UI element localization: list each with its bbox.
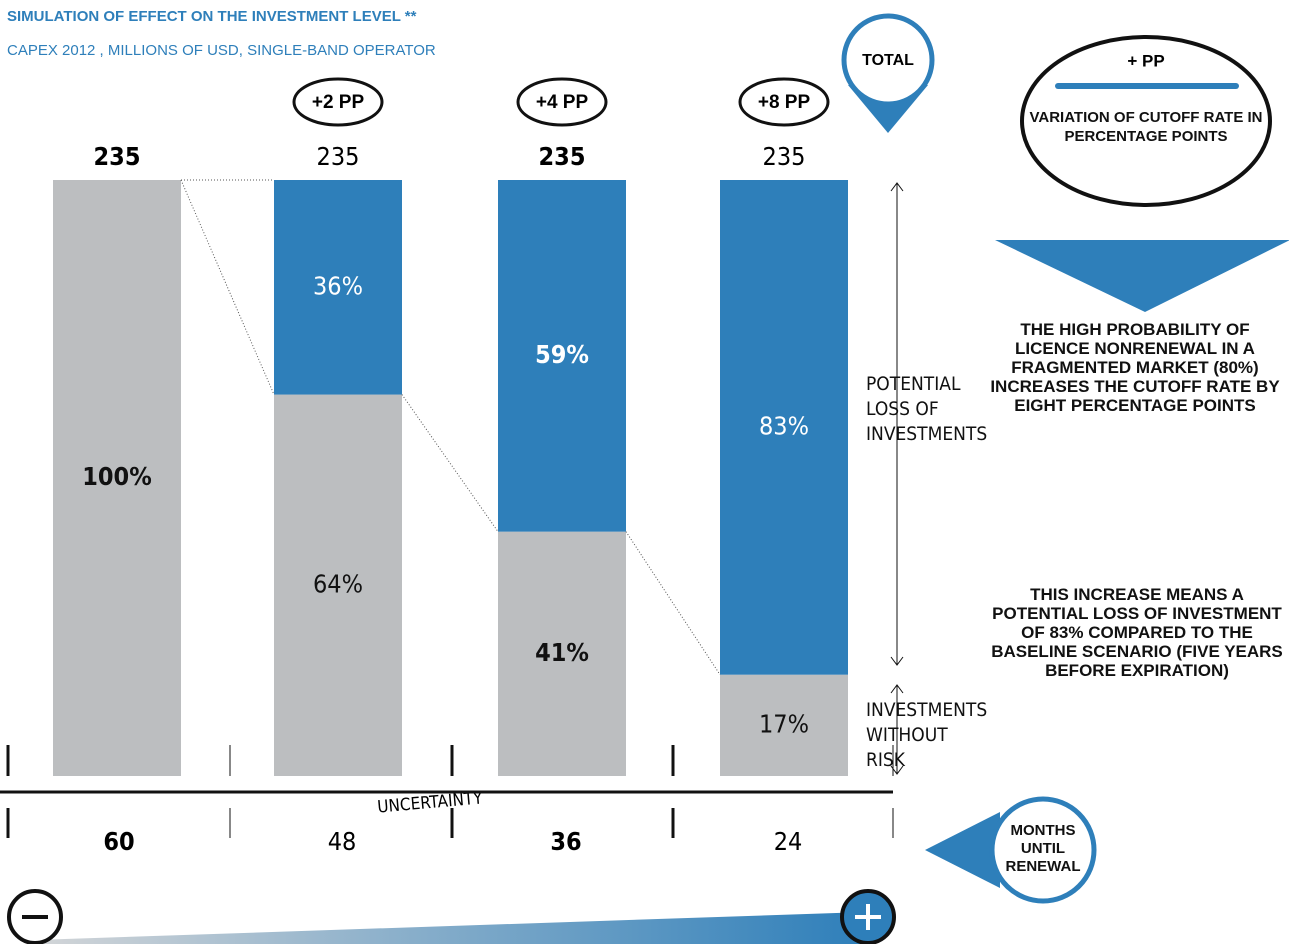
connector — [401, 394, 499, 532]
arrow-head — [890, 656, 904, 666]
value-label: 36% — [313, 271, 363, 300]
connector — [625, 531, 721, 675]
total-label: 235 — [763, 142, 806, 171]
bar-segment — [720, 180, 848, 675]
arrow-head — [890, 182, 904, 192]
total-label: TOTAL — [862, 52, 914, 69]
pp-description: VARIATION OF CUTOFF RATE IN PERCENTAGE P… — [1029, 109, 1263, 145]
months-pin — [989, 796, 1097, 904]
connector — [180, 179, 275, 395]
cutoff-ellipse — [738, 77, 830, 127]
chart-title: SIMULATION OF EFFECT ON THE INVESTMENT L… — [7, 8, 417, 25]
bar-segment — [53, 180, 181, 776]
value-label: 59% — [535, 340, 589, 369]
note: THE HIGH PROBABILITY OF LICENCE NONRENEW… — [990, 320, 1280, 415]
bar-segment — [274, 180, 402, 395]
pin-tip — [925, 812, 1000, 888]
cutoff-label: +2 PP — [312, 92, 365, 113]
x-axis-title: MONTHS UNTIL RENEWAL — [1005, 822, 1081, 875]
total-label: 235 — [539, 142, 586, 171]
down-triangle — [995, 240, 1289, 312]
chart-subtitle: CAPEX 2012 , MILLIONS OF USD, SINGLE-BAN… — [7, 42, 436, 59]
value-label: 64% — [313, 569, 363, 598]
arrow-head — [890, 684, 904, 694]
value-label: 17% — [759, 709, 809, 738]
bar-segment — [274, 394, 402, 776]
bar-segment — [498, 180, 626, 532]
legend-entry: POTENTIAL LOSS OF INVESTMENTS — [866, 373, 988, 445]
uncertainty-wedge — [30, 912, 866, 944]
total-label: 235 — [317, 142, 360, 171]
bar-segment — [498, 531, 626, 776]
legend-entry: INVESTMENTS WITHOUT RISK — [866, 699, 988, 771]
x-tick-label: 24 — [774, 827, 803, 856]
x-tick-label: 36 — [550, 827, 581, 856]
note: THIS INCREASE MEANS A POTENTIAL LOSS OF … — [991, 585, 1283, 680]
cutoff-label: +8 PP — [758, 92, 811, 113]
x-tick-label: 48 — [328, 827, 357, 856]
pp-key-label: + PP — [1127, 51, 1164, 70]
pp-key — [1020, 35, 1272, 207]
bar-segment — [720, 674, 848, 776]
cutoff-ellipse — [292, 77, 384, 127]
value-label: 41% — [535, 638, 589, 667]
total-pin — [841, 13, 935, 107]
value-label: 100% — [82, 462, 151, 491]
x-tick-label: 60 — [103, 827, 134, 856]
cutoff-label: +4 PP — [536, 92, 589, 113]
total-label: 235 — [94, 142, 141, 171]
value-label: 83% — [759, 411, 809, 440]
cutoff-ellipse — [516, 77, 608, 127]
